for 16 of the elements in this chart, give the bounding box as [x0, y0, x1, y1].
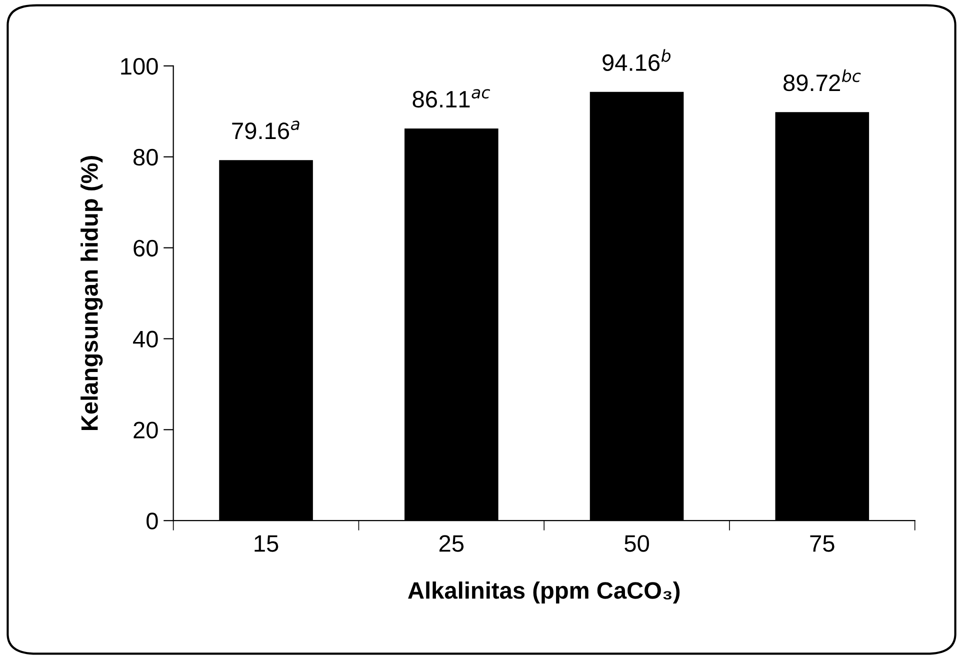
- x-tick-label: 15: [254, 535, 278, 552]
- data-label: 89.72$^{bc}$: [784, 69, 861, 92]
- data-label: 79.16$^{a}$: [232, 120, 300, 140]
- y-tick-label: 60: [134, 240, 158, 257]
- y-tick-label: 100: [121, 58, 158, 75]
- y-tick-label: 80: [134, 148, 158, 166]
- data-label: 86.11$^{ac}$: [412, 89, 490, 108]
- x-axis-title: Alkalinitas (ppm CaCO₃): [408, 582, 680, 604]
- x-tick-label: 75: [810, 535, 834, 552]
- data-label: 94.16$^{b}$: [602, 49, 670, 71]
- x-tick-label: 50: [624, 535, 649, 552]
- x-tick-label: 25: [439, 535, 464, 552]
- y-tick-label: 0: [146, 512, 158, 530]
- y-tick-label: 20: [134, 422, 158, 438]
- y-tick-label: 40: [133, 330, 158, 348]
- y-axis-title: Kelangsungan hidup (%): [80, 156, 103, 430]
